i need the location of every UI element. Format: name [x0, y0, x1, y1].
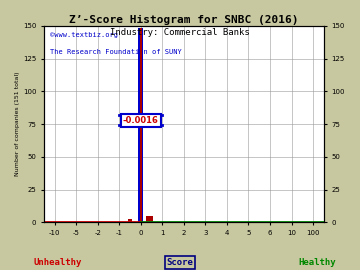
Text: Industry: Commercial Banks: Industry: Commercial Banks — [110, 28, 250, 37]
Text: ©www.textbiz.org: ©www.textbiz.org — [50, 32, 117, 38]
Text: Unhealthy: Unhealthy — [33, 258, 82, 267]
Bar — [146, 216, 153, 222]
Bar — [140, 28, 141, 222]
Text: Healthy: Healthy — [298, 258, 336, 267]
Text: The Research Foundation of SUNY: The Research Foundation of SUNY — [50, 49, 181, 55]
Text: Score: Score — [167, 258, 193, 267]
Title: Z’-Score Histogram for SNBC (2016): Z’-Score Histogram for SNBC (2016) — [69, 15, 299, 25]
Y-axis label: Number of companies (151 total): Number of companies (151 total) — [15, 72, 20, 176]
Text: -0.0016: -0.0016 — [123, 116, 159, 125]
Bar — [128, 218, 132, 222]
Bar — [139, 28, 143, 222]
